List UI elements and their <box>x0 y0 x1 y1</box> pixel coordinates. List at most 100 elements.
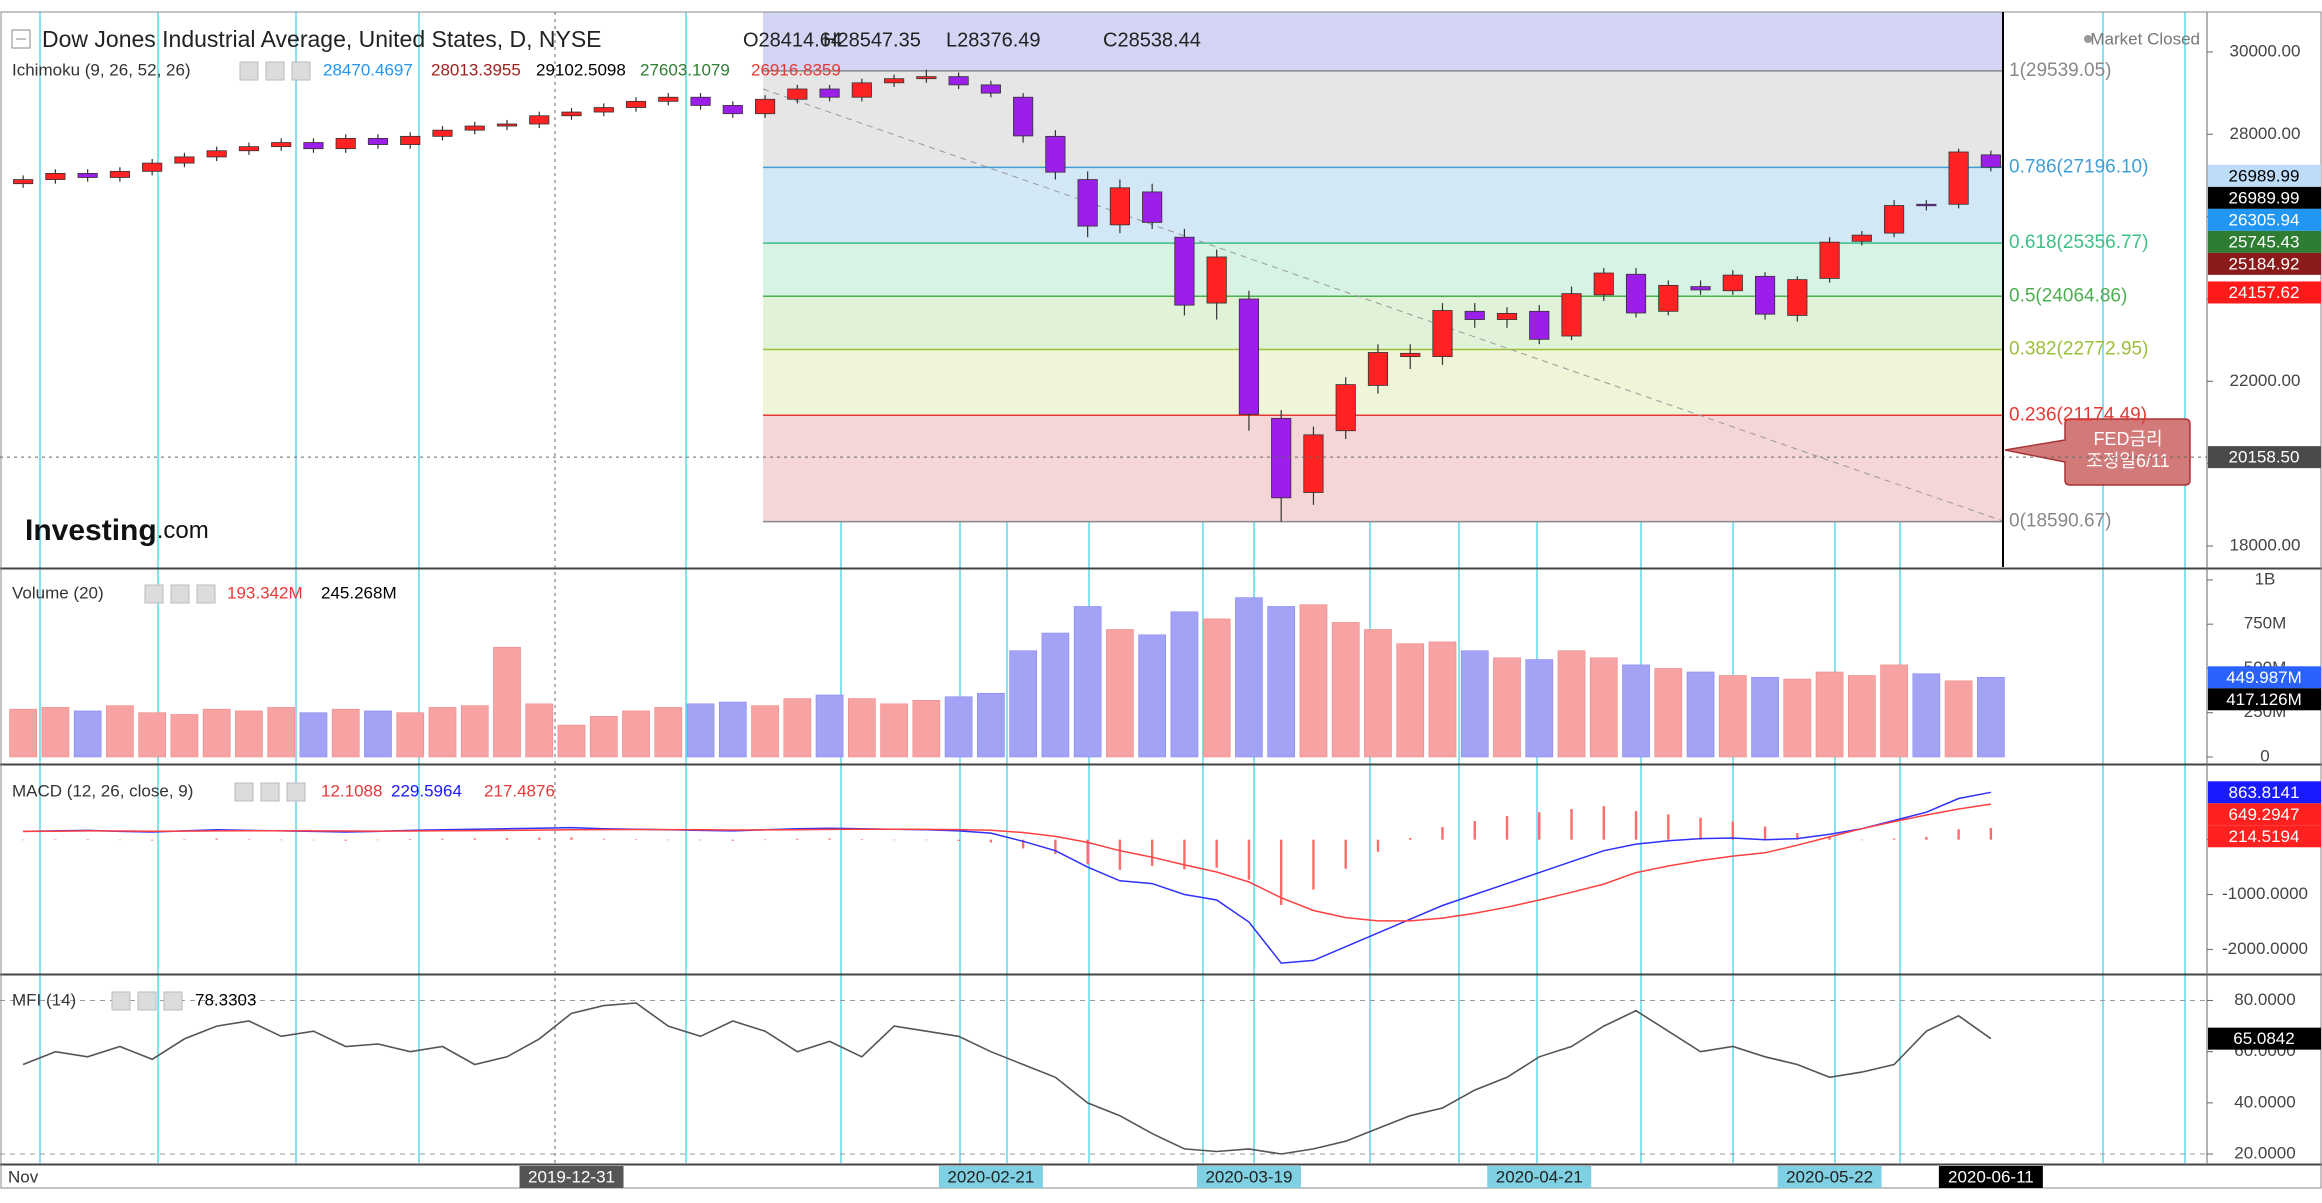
candle-body <box>1593 272 1614 296</box>
macd-histogram-bar <box>441 838 444 840</box>
volume-bar <box>428 707 457 758</box>
logo-brand: Investing <box>25 514 157 547</box>
background-layer <box>0 12 2207 1163</box>
macd-histogram-bar <box>763 839 767 841</box>
price-label: 863.8141 <box>2229 783 2300 802</box>
logo: Investing.com <box>25 514 209 547</box>
y-tick-label: 40.0000 <box>2234 1092 2295 1111</box>
macd-histogram-bar <box>409 839 412 840</box>
volume-bar <box>1525 659 1554 758</box>
candle-body <box>1980 154 2001 168</box>
volume-bar <box>1783 678 1812 758</box>
macd-histogram-bar <box>699 839 702 841</box>
candle-body <box>1690 286 1711 291</box>
volume-bar <box>267 707 296 758</box>
macd-histogram-bar <box>989 839 993 843</box>
macd-histogram-bar <box>247 839 251 840</box>
indicator-icon <box>137 991 157 1011</box>
collapse-icon[interactable] <box>11 29 31 49</box>
volume-bar <box>1428 641 1457 758</box>
x-tick-label: Nov <box>8 1167 39 1186</box>
candle-body <box>658 96 679 102</box>
y-tick-label: 30000.00 <box>2230 41 2301 60</box>
x-tick-label: 2020-06-11 <box>1948 1167 2034 1186</box>
indicator-name: Ichimoku (9, 26, 52, 26) <box>12 60 191 79</box>
candle-body <box>1754 275 1776 315</box>
candle-body <box>1367 352 1389 386</box>
fib-zone <box>763 167 2003 244</box>
candle-body <box>109 170 130 178</box>
macd-histogram-bar <box>538 837 541 840</box>
candle-body <box>754 98 776 115</box>
macd-histogram-bar <box>1667 814 1670 840</box>
price-label: 649.2947 <box>2229 805 2300 824</box>
candle-body <box>1303 434 1324 493</box>
macd-histogram-bar <box>860 839 864 840</box>
macd-histogram-bar <box>344 839 347 841</box>
ohlc-high: H28547.35 <box>823 29 921 51</box>
price-label-box <box>2208 281 2321 304</box>
indicator-icon <box>111 991 131 1011</box>
price-label-box <box>2208 186 2321 209</box>
candle-body <box>948 76 969 86</box>
macd-histogram-bar <box>1441 827 1444 840</box>
indicator-value: 193.342M <box>227 583 303 602</box>
volume-bar <box>460 705 489 758</box>
price-label: 25184.92 <box>2229 254 2300 273</box>
macd-histogram-bar <box>279 839 283 841</box>
date-label-box <box>1777 1166 1882 1188</box>
volume-bar <box>847 698 876 758</box>
candle-body <box>529 115 550 125</box>
ohlc-low: L28376.49 <box>946 29 1041 51</box>
volume-bar <box>202 708 231 758</box>
macd-histogram-bar <box>1796 833 1799 840</box>
volume-bar <box>589 715 618 758</box>
fib-zone <box>763 296 2003 350</box>
candle-body <box>1722 274 1743 292</box>
fib-zone <box>763 415 2003 522</box>
fib-top-zone <box>763 12 2003 71</box>
indicator-icon <box>170 584 190 604</box>
macd-histogram-bar <box>473 838 476 840</box>
volume-bar <box>1557 650 1586 758</box>
x-tick-label: 2020-04-21 <box>1496 1167 1583 1186</box>
volume-bar <box>1718 675 1747 758</box>
indicator-value: 245.268M <box>321 583 397 602</box>
volume-bar <box>493 646 521 758</box>
macd-histogram-bar <box>892 839 896 841</box>
x-tick-label: 2020-02-21 <box>947 1167 1034 1186</box>
candle-body <box>271 142 292 148</box>
candle-body <box>1529 310 1550 340</box>
volume-bar <box>654 707 683 758</box>
fib-label: 0(18590.67) <box>2009 511 2111 532</box>
candle-body <box>916 76 937 80</box>
indicator-icon <box>260 782 280 802</box>
date-label-box <box>1487 1166 1592 1188</box>
macd-histogram-bar <box>1054 839 1057 854</box>
chart-title: Dow Jones Industrial Average, United Sta… <box>42 26 602 52</box>
macd-histogram-bar <box>1312 839 1315 890</box>
macd-histogram-bar <box>796 838 799 840</box>
fib-zone <box>763 70 2003 168</box>
candle-body <box>722 105 743 115</box>
volume-bar <box>1493 657 1521 758</box>
volume-bar <box>1073 606 1102 758</box>
volume-bar <box>235 710 263 758</box>
volume-bar <box>815 694 844 758</box>
volume-bar <box>9 708 37 758</box>
ohlc-open: O28414.64 <box>743 29 842 51</box>
macd-histogram-bar <box>731 839 735 841</box>
volume-bar <box>1977 677 2005 758</box>
volume-bar <box>1235 597 1263 758</box>
indicator-value: 28470.4697 <box>323 60 413 79</box>
y-tick-label: 18000.00 <box>2230 535 2301 554</box>
fib-label: 0.786(27196.10) <box>2009 156 2148 177</box>
candle-body <box>1109 187 1130 226</box>
volume-bar <box>1751 677 1779 758</box>
candle-body <box>690 96 711 106</box>
candle-body <box>45 172 66 180</box>
indicator-value: 26916.8359 <box>751 60 841 79</box>
date-label-box <box>938 1166 1043 1188</box>
macd-histogram-bar <box>1505 816 1509 840</box>
